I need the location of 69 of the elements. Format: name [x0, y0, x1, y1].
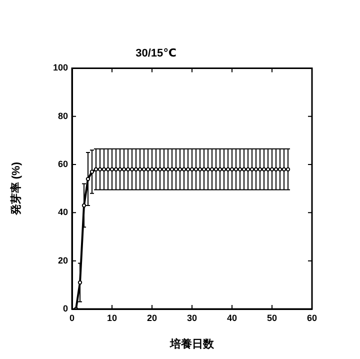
y-tick-label: 0 [62, 303, 68, 314]
point [234, 167, 238, 172]
y-axis-title: 発芽率 (%) [10, 162, 23, 216]
point [146, 167, 150, 172]
point [98, 167, 102, 172]
point [162, 167, 166, 172]
point [214, 167, 218, 172]
point [190, 167, 194, 172]
point [150, 167, 154, 172]
point [258, 167, 262, 172]
point [158, 167, 162, 172]
point [218, 167, 222, 172]
point [270, 167, 274, 172]
y-tick-label: 100 [52, 62, 68, 73]
chart-title: 30/15℃ [136, 48, 176, 60]
point [110, 167, 114, 172]
point [286, 167, 290, 172]
y-tick-label: 60 [58, 159, 68, 170]
point [82, 203, 86, 208]
x-tick-label: 40 [226, 312, 238, 323]
point [138, 167, 142, 172]
point [222, 167, 226, 172]
point [266, 167, 270, 172]
x-tick-label: 60 [306, 312, 318, 323]
x-tick-label: 30 [186, 312, 198, 323]
point [118, 167, 122, 172]
point [106, 167, 110, 172]
point [78, 280, 82, 285]
point [246, 167, 250, 172]
point [282, 167, 286, 172]
point [238, 167, 242, 172]
y-tick-label: 20 [58, 255, 68, 266]
point [102, 167, 106, 172]
point [134, 167, 138, 172]
x-axis-title: 培養日数 [169, 337, 215, 350]
point [174, 167, 178, 172]
y-tick-label: 40 [58, 207, 68, 218]
y-tick-label: 80 [58, 110, 68, 121]
x-tick-label: 10 [106, 312, 118, 323]
point [126, 167, 130, 172]
point [194, 167, 198, 172]
point [230, 167, 234, 172]
x-tick-label: 20 [146, 312, 158, 323]
point [166, 167, 170, 172]
x-tick-label: 0 [69, 312, 75, 323]
point [122, 167, 126, 172]
point [170, 167, 174, 172]
point [86, 176, 90, 182]
point [154, 167, 158, 172]
point [254, 167, 258, 172]
point [130, 167, 134, 172]
point [274, 167, 278, 172]
point [186, 167, 190, 172]
point [226, 167, 230, 172]
point [206, 167, 210, 172]
point [278, 167, 282, 172]
point [178, 167, 182, 172]
point [262, 167, 266, 172]
point [142, 167, 146, 172]
point [202, 167, 206, 172]
point [182, 167, 186, 172]
point [114, 167, 118, 172]
point [94, 167, 98, 172]
point [198, 167, 202, 172]
point [250, 167, 254, 172]
x-tick-label: 50 [266, 312, 278, 323]
point [242, 167, 246, 172]
point [90, 170, 94, 174]
point [210, 167, 214, 172]
